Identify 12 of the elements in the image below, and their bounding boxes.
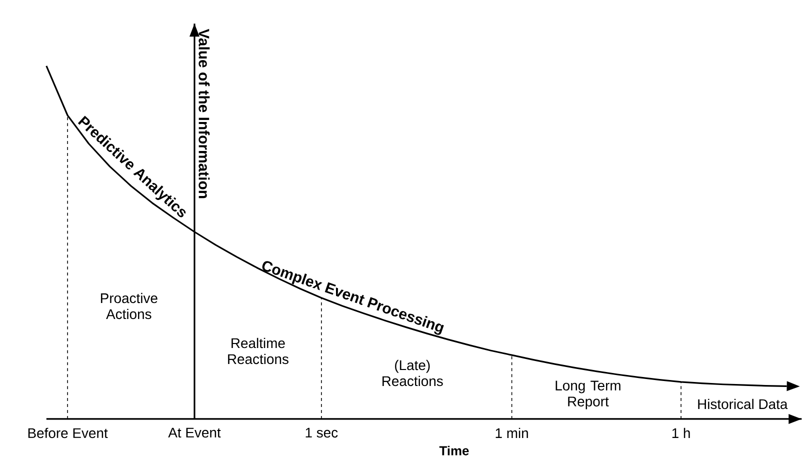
x-tick-label: 1 min <box>496 428 528 438</box>
x-tick-label: At Event <box>168 428 221 438</box>
x-tick-label: 1 h <box>672 428 690 438</box>
x-tick-label: Before Event <box>28 428 108 438</box>
x-axis-title: Time <box>439 446 469 456</box>
annotation: Realtime Reactions <box>228 338 288 364</box>
annotation: (Late) Reactions <box>382 360 443 386</box>
annotation: Historical Data <box>698 398 788 410</box>
x-tick-label: 1 sec <box>306 428 338 438</box>
annotation: Long Term Report <box>556 380 620 410</box>
y-axis-title: Value of the Information <box>198 28 210 198</box>
annotation: Proactive Actions <box>100 292 158 320</box>
